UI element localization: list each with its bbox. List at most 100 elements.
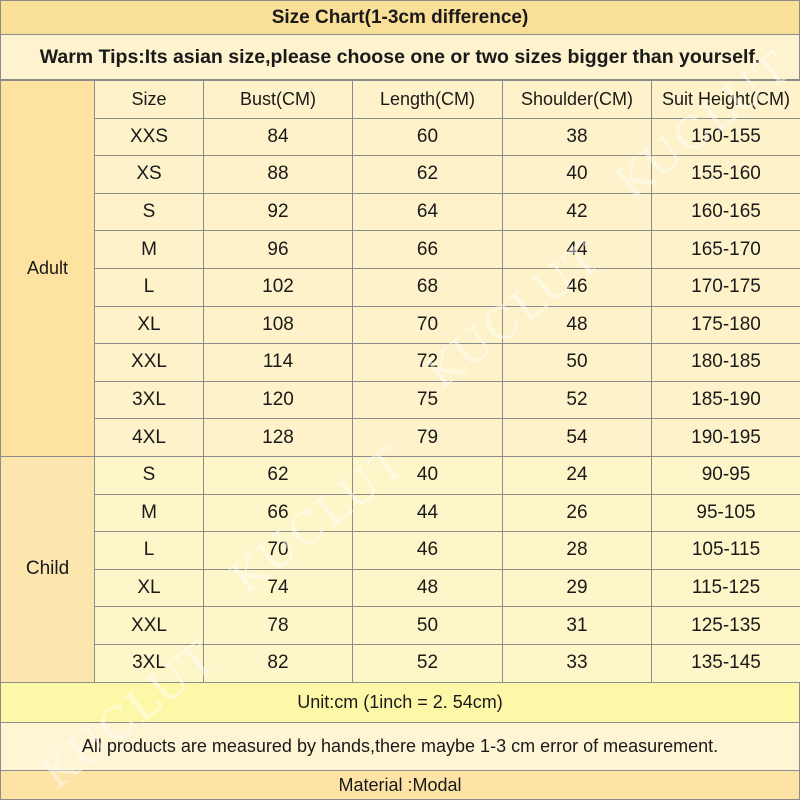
cell-length: 75 [352, 380, 503, 420]
adult-size-row: XL 108 70 48 175-180 [1, 305, 800, 345]
cell-size: XS [94, 155, 204, 194]
cell-bust: 128 [203, 418, 353, 457]
adult-size-row: M 96 66 44 165-170 [1, 230, 800, 269]
child-size-row: XXL 78 50 31 125-135 [1, 606, 800, 645]
cell-suit-height: 180-185 [651, 343, 800, 382]
cell-bust: 108 [203, 305, 353, 345]
cell-size: XL [94, 568, 204, 608]
size-table: Adult Size Bust(CM) Length(CM) Shoulder(… [0, 80, 800, 683]
cell-shoulder: 38 [502, 117, 652, 157]
cell-suit-height: 115-125 [651, 568, 800, 608]
cell-length: 79 [352, 418, 503, 457]
warm-tips: Warm Tips:Its asian size,please choose o… [0, 35, 800, 80]
header-size: Size [94, 80, 204, 119]
adult-size-row: 4XL 128 79 54 190-195 [1, 418, 800, 457]
cell-suit-height: 125-135 [651, 606, 800, 645]
cell-shoulder: 29 [502, 568, 652, 608]
cell-length: 44 [352, 493, 503, 533]
cell-bust: 82 [203, 643, 353, 683]
cell-shoulder: 46 [502, 267, 652, 307]
cell-size: XXL [94, 606, 204, 645]
size-table-body: Adult Size Bust(CM) Length(CM) Shoulder(… [0, 80, 800, 683]
cell-suit-height: 155-160 [651, 155, 800, 194]
header-bust: Bust(CM) [203, 80, 353, 119]
header-shoulder: Shoulder(CM) [502, 80, 652, 119]
cell-length: 60 [352, 117, 503, 157]
measurement-note: All products are measured by hands,there… [0, 723, 800, 771]
cell-length: 70 [352, 305, 503, 345]
cell-shoulder: 52 [502, 380, 652, 420]
material-note: Material :Modal [0, 771, 800, 800]
cell-size: XXL [94, 343, 204, 382]
header-row: Adult Size Bust(CM) Length(CM) Shoulder(… [0, 80, 800, 457]
cell-suit-height: 165-170 [651, 230, 800, 269]
adult-size-row: XXS 84 60 38 150-155 [1, 117, 800, 157]
cell-length: 50 [352, 606, 503, 645]
cell-length: 64 [352, 192, 503, 232]
child-size-row: XL 74 48 29 115-125 [1, 568, 800, 608]
header-suit-height: Suit Height(CM) [651, 80, 800, 119]
cell-suit-height: 95-105 [651, 493, 800, 533]
chart-title: Size Chart(1-3cm difference) [0, 0, 800, 35]
cell-bust: 96 [203, 230, 353, 269]
cell-size: L [94, 267, 204, 307]
cell-shoulder: 44 [502, 230, 652, 269]
cell-bust: 88 [203, 155, 353, 194]
cell-size: XL [94, 305, 204, 345]
child-size-row: Child S 62 40 24 90-95 [0, 455, 800, 683]
cell-bust: 120 [203, 380, 353, 420]
cell-suit-height: 150-155 [651, 117, 800, 157]
cell-bust: 74 [203, 568, 353, 608]
header-length: Length(CM) [352, 80, 503, 119]
child-size-row: L 70 46 28 105-115 [1, 531, 800, 570]
cell-suit-height: 170-175 [651, 267, 800, 307]
cell-shoulder: 31 [502, 606, 652, 645]
cell-suit-height: 175-180 [651, 305, 800, 345]
cell-size: S [94, 192, 204, 232]
cell-bust: 92 [203, 192, 353, 232]
adult-group-label: Adult [0, 80, 95, 457]
cell-suit-height: 190-195 [651, 418, 800, 457]
child-size-row: 3XL 82 52 33 135-145 [1, 643, 800, 683]
adult-size-row: S 92 64 42 160-165 [1, 192, 800, 232]
cell-length: 52 [352, 643, 503, 683]
cell-length: 72 [352, 343, 503, 382]
cell-shoulder: 54 [502, 418, 652, 457]
cell-shoulder: 26 [502, 493, 652, 533]
cell-size: XXS [94, 117, 204, 157]
cell-size: 4XL [94, 418, 204, 457]
adult-size-row: 3XL 120 75 52 185-190 [1, 380, 800, 420]
adult-size-row: L 102 68 46 170-175 [1, 267, 800, 307]
child-size-row: M 66 44 26 95-105 [1, 493, 800, 533]
cell-shoulder: 40 [502, 155, 652, 194]
cell-length: 40 [352, 455, 503, 495]
cell-size: 3XL [94, 643, 204, 683]
cell-size: S [94, 455, 204, 495]
cell-size: M [94, 493, 204, 533]
cell-bust: 66 [203, 493, 353, 533]
child-group-label: Child [0, 455, 95, 683]
cell-suit-height: 135-145 [651, 643, 800, 683]
cell-bust: 70 [203, 531, 353, 570]
cell-bust: 62 [203, 455, 353, 495]
cell-size: L [94, 531, 204, 570]
cell-length: 68 [352, 267, 503, 307]
adult-size-row: XXL 114 72 50 180-185 [1, 343, 800, 382]
cell-shoulder: 33 [502, 643, 652, 683]
cell-length: 46 [352, 531, 503, 570]
cell-shoulder: 28 [502, 531, 652, 570]
cell-suit-height: 105-115 [651, 531, 800, 570]
cell-shoulder: 24 [502, 455, 652, 495]
cell-size: M [94, 230, 204, 269]
cell-bust: 102 [203, 267, 353, 307]
adult-size-row: XS 88 62 40 155-160 [1, 155, 800, 194]
cell-suit-height: 90-95 [651, 455, 800, 495]
cell-bust: 114 [203, 343, 353, 382]
cell-length: 48 [352, 568, 503, 608]
cell-shoulder: 42 [502, 192, 652, 232]
cell-length: 62 [352, 155, 503, 194]
cell-bust: 78 [203, 606, 353, 645]
cell-suit-height: 185-190 [651, 380, 800, 420]
cell-bust: 84 [203, 117, 353, 157]
